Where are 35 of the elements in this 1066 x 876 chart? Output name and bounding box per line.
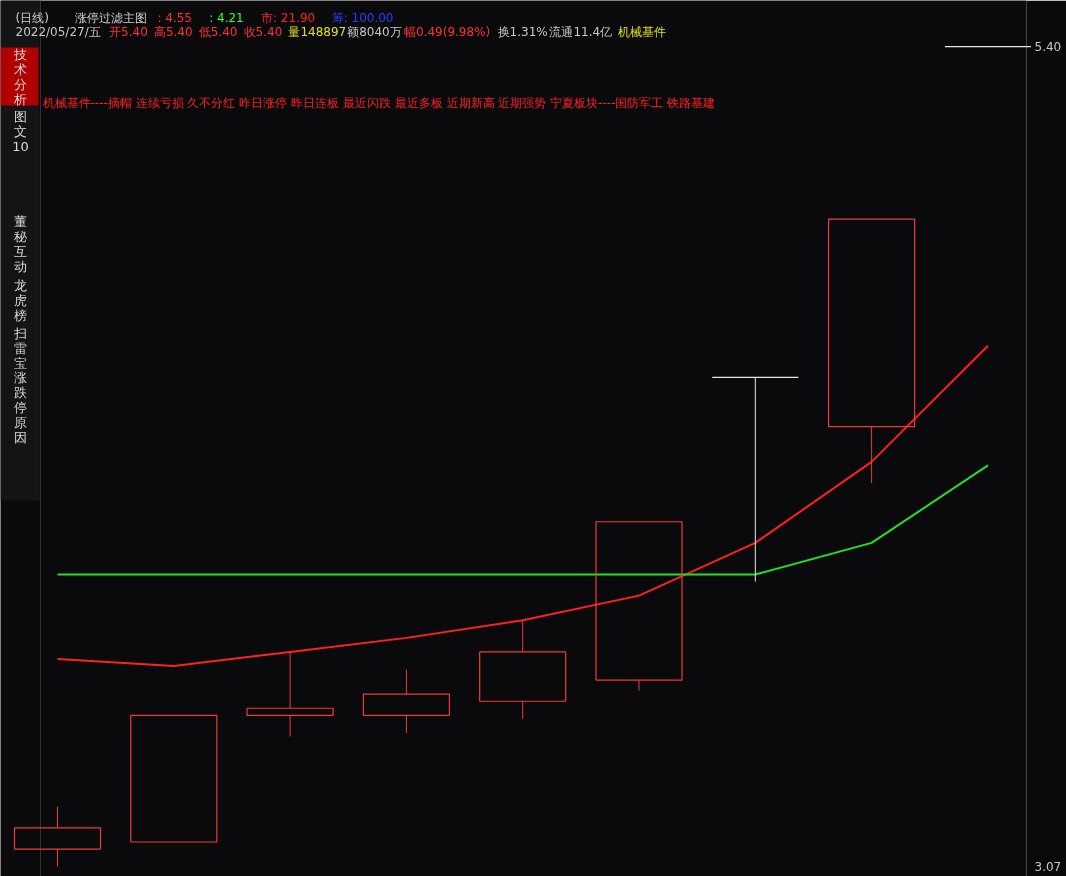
line-series bbox=[56, 344, 989, 668]
annotation: 开5.40 bbox=[109, 24, 148, 39]
annotation: 机械基件----摘帽 连续亏损 久不分红 昨日涨停 昨日连板 最近闪跌 最近多板 近期新高 近期强势 宁夏板块----国防军工 铁路基建 bbox=[42, 95, 716, 110]
candlestick bbox=[130, 714, 218, 843]
annotation: 技术分析 bbox=[13, 46, 27, 107]
candlestick bbox=[595, 521, 683, 692]
y-tick-label: 5.40 bbox=[1034, 40, 1062, 55]
y-tick-label: 3.07 bbox=[1034, 860, 1062, 875]
annotation: 涨停过滤主图 bbox=[75, 10, 148, 25]
annotation: 图文10 bbox=[12, 109, 29, 154]
annotation: 收5.40 bbox=[243, 24, 283, 39]
annotation: : 4.55 bbox=[157, 10, 192, 25]
candlestick bbox=[827, 218, 916, 484]
annotation: 筹: 100.00 bbox=[331, 10, 394, 25]
annotation: 高5.40 bbox=[153, 24, 193, 39]
annotation: 涨跌停原因 bbox=[14, 369, 27, 445]
annotation: 额8040万 bbox=[347, 24, 402, 39]
annotation: 流通11.4亿 bbox=[549, 24, 613, 39]
annotation: 量148897 bbox=[288, 24, 347, 39]
annotation: 2022/05/27/五 bbox=[15, 24, 101, 39]
annotation: 换1.31% bbox=[497, 24, 548, 39]
annotation: 董秘互动 bbox=[14, 214, 27, 274]
annotation: 市: 21.90 bbox=[260, 10, 316, 25]
annotation: 机械基件 bbox=[618, 24, 667, 39]
annotation: 龙虎榜 bbox=[14, 278, 27, 323]
annotation: : 4.21 bbox=[209, 10, 244, 25]
candlestick bbox=[711, 376, 799, 583]
annotation: 幅0.49(9.98%) bbox=[404, 24, 491, 39]
candlestick bbox=[479, 619, 567, 720]
annotation: (日线) bbox=[15, 10, 49, 25]
candlestick bbox=[13, 806, 102, 868]
candlestick bbox=[362, 669, 451, 734]
annotation: 扫雷宝 bbox=[13, 325, 27, 371]
candlestick bbox=[246, 651, 334, 737]
annotation: 低5.40 bbox=[198, 24, 238, 39]
